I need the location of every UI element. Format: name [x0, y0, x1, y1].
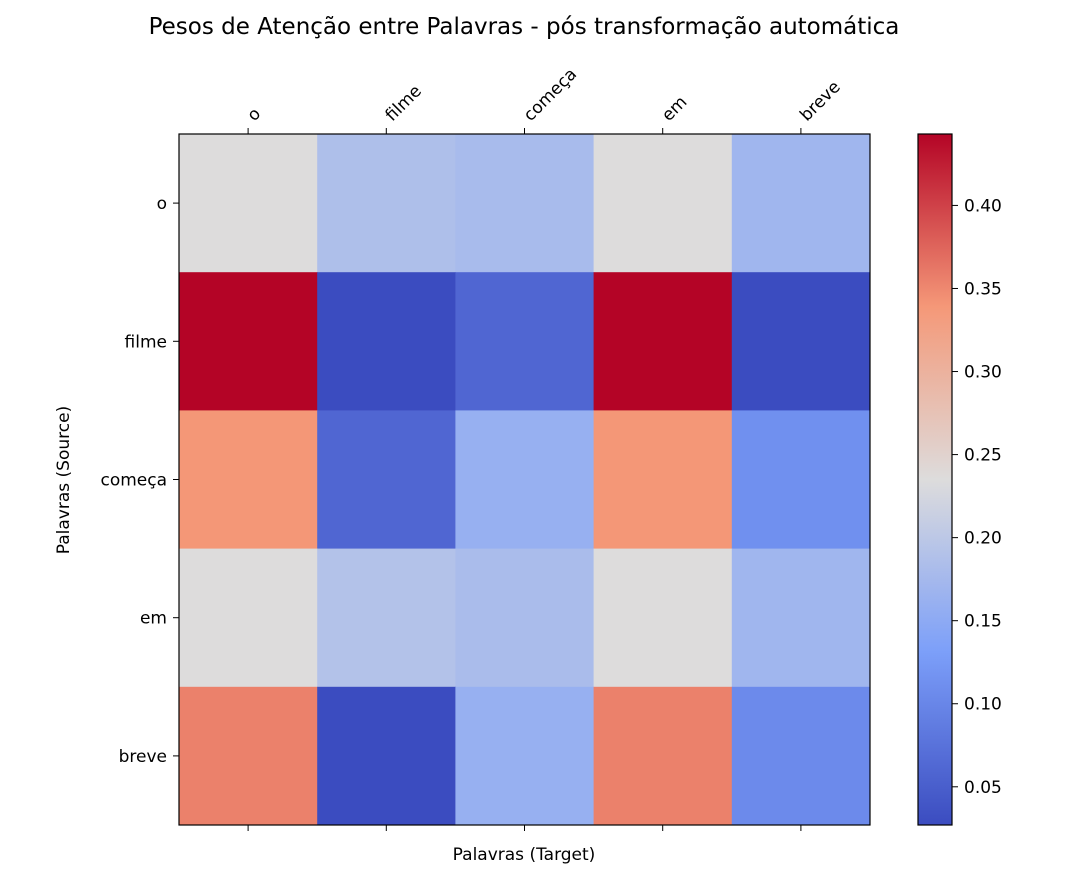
colorbar — [917, 133, 953, 826]
heatmap-cell — [455, 548, 595, 688]
y-axis-ticks: o filme começa em breve — [100, 194, 179, 767]
colorbar-ticks: 0.05 0.10 0.15 0.20 0.25 0.30 0.35 0.40 — [952, 196, 1002, 798]
heatmap-cell — [455, 134, 595, 273]
heatmap-cell — [179, 134, 318, 273]
heatmap-cell — [593, 548, 733, 688]
y-axis-label: Palavras (Source) — [54, 406, 74, 554]
heatmap-cell — [179, 410, 318, 550]
x-tick-label: breve — [796, 77, 844, 125]
colorbar-tick-label: 0.25 — [964, 446, 1002, 466]
heatmap-cell — [731, 686, 871, 826]
heatmap-cell — [317, 134, 456, 273]
x-tick-label: em — [658, 92, 691, 125]
y-tick-label: filme — [125, 332, 167, 352]
heatmap-cells — [179, 134, 871, 826]
heatmap-cell — [179, 686, 318, 826]
colorbar-tick-label: 0.40 — [964, 196, 1002, 216]
heatmap-cell — [179, 272, 318, 411]
y-tick-label: breve — [119, 747, 167, 767]
heatmap-cell — [317, 410, 456, 550]
colorbar-tick-label: 0.20 — [964, 529, 1002, 549]
heatmap-cell — [317, 686, 456, 826]
heatmap-cell — [593, 272, 733, 411]
heatmap-cell — [179, 548, 318, 688]
colorbar-tick-label: 0.35 — [964, 279, 1002, 299]
heatmap-cell — [455, 410, 595, 550]
x-tick-label: o — [243, 104, 265, 126]
heatmap-cell — [593, 410, 733, 550]
colorbar-tick-label: 0.30 — [964, 363, 1002, 383]
y-tick-label: o — [157, 194, 167, 214]
x-axis-label: Palavras (Target) — [453, 845, 596, 865]
heatmap-cell — [455, 686, 595, 826]
heatmap-cell — [317, 272, 456, 411]
heatmap-cell — [731, 410, 871, 550]
y-tick-label: em — [140, 609, 167, 629]
x-tick-label: começa — [520, 64, 581, 125]
colorbar-tick-label: 0.05 — [964, 778, 1002, 798]
colorbar-tick-label: 0.10 — [964, 695, 1002, 715]
x-tick-label: filme — [382, 81, 426, 125]
colorbar-tick-label: 0.15 — [964, 612, 1002, 632]
heatmap-cell — [593, 134, 733, 273]
heatmap-cell — [455, 272, 595, 411]
heatmap-cell — [731, 272, 871, 411]
heatmap-cell — [731, 134, 871, 273]
heatmap-cell — [317, 548, 456, 688]
y-tick-label: começa — [100, 471, 167, 491]
heatmap-cell — [593, 686, 733, 826]
chart-title: Pesos de Atenção entre Palavras - pós tr… — [149, 14, 900, 40]
heatmap-cell — [731, 548, 871, 688]
